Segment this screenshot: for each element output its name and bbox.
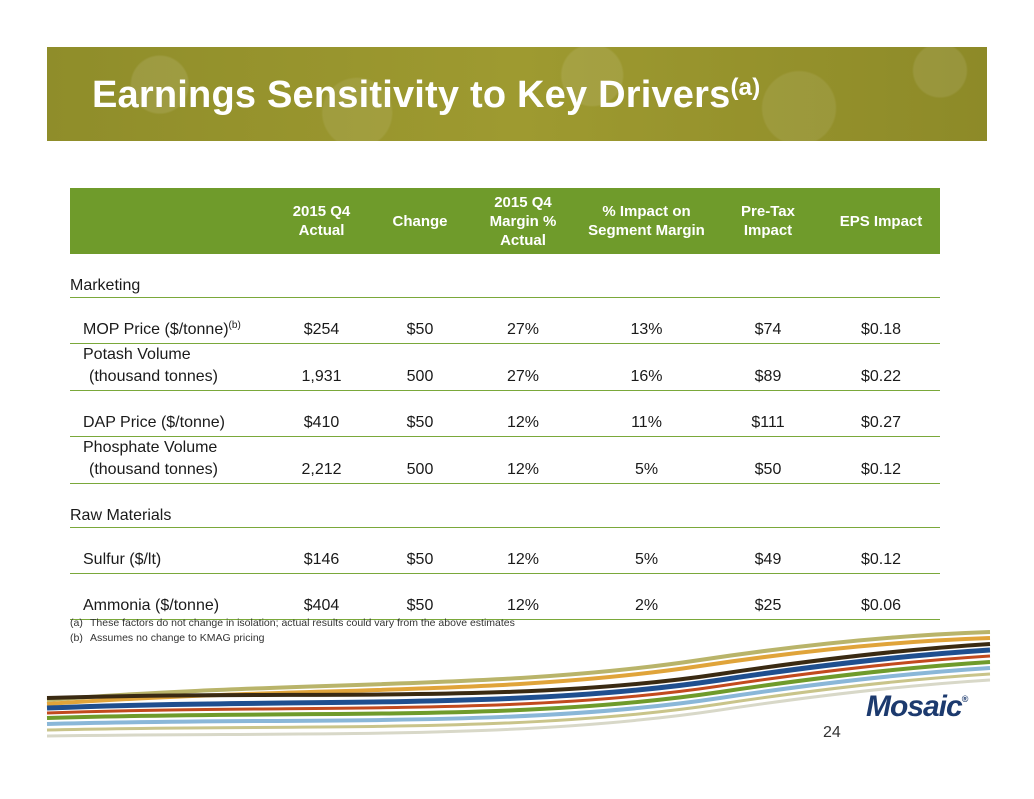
- table-cell: $50: [373, 573, 467, 620]
- header-cell: 2015 Q4 Actual: [270, 188, 373, 254]
- row-label: MOP Price ($/tonne)(b): [70, 297, 270, 344]
- page-number: 24: [823, 724, 841, 741]
- table-cell: 12%: [467, 436, 579, 484]
- row-label: Potash Volume (thousand tonnes): [70, 343, 270, 391]
- table-cell: $111: [714, 390, 822, 437]
- table-cell: 2%: [579, 573, 714, 620]
- row-label: DAP Price ($/tonne): [70, 390, 270, 437]
- table-cell: $0.18: [822, 297, 940, 344]
- table-cell: $404: [270, 573, 373, 620]
- footnote-text: Assumes no change to KMAG pricing: [90, 632, 265, 644]
- table-cell: 27%: [467, 343, 579, 391]
- header-cell: Change: [373, 188, 467, 254]
- section-label: Raw Materials: [70, 483, 940, 528]
- table-cell: $0.22: [822, 343, 940, 391]
- title-footnote-mark: (a): [730, 74, 761, 101]
- table-cell: 16%: [579, 343, 714, 391]
- row-label: Phosphate Volume (thousand tonnes): [70, 436, 270, 484]
- row-label-text: Ammonia ($/tonne): [83, 597, 220, 614]
- table-cell: 12%: [467, 573, 579, 620]
- row-label-text: Potash Volume: [83, 346, 191, 363]
- table-cell: $25: [714, 573, 822, 620]
- header-cell: [70, 188, 270, 254]
- section-row: Raw Materials: [70, 483, 940, 528]
- row-label: Sulfur ($/lt): [70, 527, 270, 574]
- table-cell: $50: [373, 297, 467, 344]
- row-label-text: Sulfur ($/lt): [83, 551, 162, 568]
- header-cell: 2015 Q4 Margin % Actual: [467, 188, 579, 254]
- table-row: MOP Price ($/tonne)(b) $254 $50 27% 13% …: [70, 297, 940, 344]
- footnotes: (a) These factors do not change in isolat…: [70, 616, 515, 646]
- row-label: Ammonia ($/tonne): [70, 573, 270, 620]
- footnote-item: (b) Assumes no change to KMAG pricing: [70, 631, 515, 646]
- footnote-marker: (b): [70, 632, 83, 644]
- row-label-subtext: (thousand tonnes): [89, 461, 218, 478]
- row-label-text: DAP Price ($/tonne): [83, 414, 225, 431]
- table-row: Sulfur ($/lt) $146 $50 12% 5% $49 $0.12: [70, 527, 940, 574]
- table-row: Phosphate Volume (thousand tonnes) 2,212 …: [70, 436, 940, 484]
- table-cell: $49: [714, 527, 822, 574]
- table-cell: 500: [373, 343, 467, 391]
- table-cell: 5%: [579, 436, 714, 484]
- row-label-text: Phosphate Volume: [83, 439, 218, 456]
- header-cell: EPS Impact: [822, 188, 940, 254]
- table-header-row: 2015 Q4 Actual Change 2015 Q4 Margin % A…: [70, 188, 940, 254]
- table-cell: $74: [714, 297, 822, 344]
- table-cell: $0.27: [822, 390, 940, 437]
- slide-title: Earnings Sensitivity to Key Drivers(a): [92, 74, 760, 117]
- table-cell: $0.06: [822, 573, 940, 620]
- table-cell: 12%: [467, 390, 579, 437]
- section-row: Marketing: [70, 254, 940, 298]
- table-cell: $254: [270, 297, 373, 344]
- footnote-marker: (a): [70, 617, 83, 629]
- sensitivity-table: 2015 Q4 Actual Change 2015 Q4 Margin % A…: [70, 188, 940, 620]
- logo-text: Mosaic: [866, 690, 963, 723]
- table-row: Potash Volume (thousand tonnes) 1,931 500…: [70, 343, 940, 391]
- table-cell: $0.12: [822, 436, 940, 484]
- table-cell: 1,931: [270, 343, 373, 391]
- registered-mark: ®: [961, 694, 969, 704]
- table-cell: 13%: [579, 297, 714, 344]
- slide-title-text: Earnings Sensitivity to Key Drivers: [92, 74, 731, 116]
- table-cell: $50: [373, 527, 467, 574]
- row-label-subtext: (thousand tonnes): [89, 368, 218, 385]
- table-row: Ammonia ($/tonne) $404 $50 12% 2% $25 $0…: [70, 573, 940, 620]
- footnote-text: These factors do not change in isolation…: [90, 617, 515, 629]
- table-cell: $146: [270, 527, 373, 574]
- table-row: DAP Price ($/tonne) $410 $50 12% 11% $11…: [70, 390, 940, 437]
- table-cell: 27%: [467, 297, 579, 344]
- table-cell: 11%: [579, 390, 714, 437]
- table-cell: 5%: [579, 527, 714, 574]
- table-cell: 500: [373, 436, 467, 484]
- footnote-item: (a) These factors do not change in isolat…: [70, 616, 515, 631]
- mosaic-logo: Mosaic®: [866, 690, 969, 724]
- table-cell: 12%: [467, 527, 579, 574]
- footnote-mark: (b): [228, 320, 241, 331]
- table-cell: $50: [714, 436, 822, 484]
- row-label-text: MOP Price ($/tonne): [83, 321, 229, 338]
- table-cell: $410: [270, 390, 373, 437]
- section-label: Marketing: [70, 277, 141, 294]
- table-cell: $50: [373, 390, 467, 437]
- table-cell: $0.12: [822, 527, 940, 574]
- header-cell: % Impact on Segment Margin: [579, 188, 714, 254]
- header-cell: Pre-Tax Impact: [714, 188, 822, 254]
- table-cell: $89: [714, 343, 822, 391]
- decorative-swoosh: [46, 630, 991, 738]
- title-banner: [47, 47, 987, 141]
- table-cell: 2,212: [270, 436, 373, 484]
